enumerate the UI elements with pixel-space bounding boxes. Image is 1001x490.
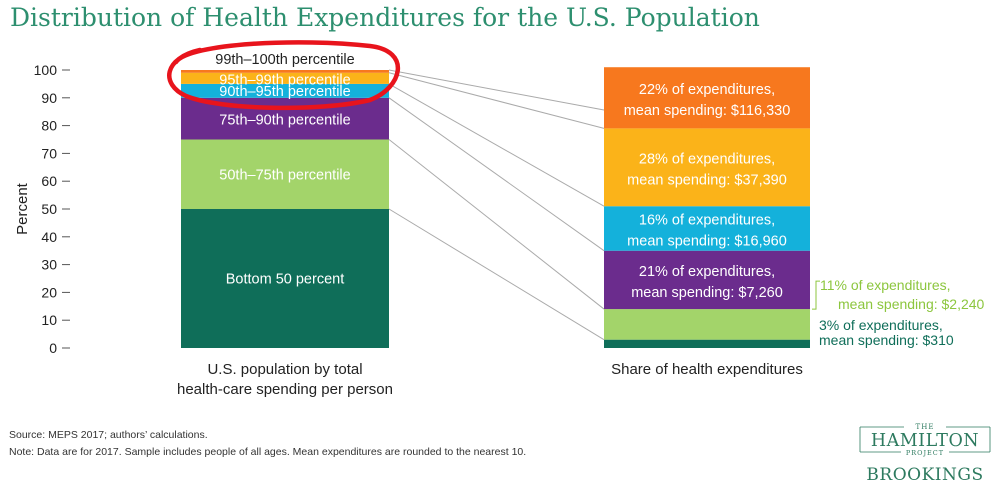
highlight-circle [167,40,401,111]
y-tick-label: 60 [41,173,57,189]
logo-brookings: BROOKINGS [866,465,983,485]
x-axis-categories: U.S. population by total health-care spen… [177,361,803,398]
y-tick-label: 40 [41,229,57,245]
share-outside-label: 3% of expenditures, [819,317,943,333]
share-segment-label: mean spending: $16,960 [627,233,787,249]
share-segment-label: 28% of expenditures, [639,151,775,167]
connector-line [388,139,605,310]
y-tick-label: 50 [41,201,57,217]
chart-title: Distribution of Health Expenditures for … [10,3,760,32]
x-category-label: U.S. population by total [207,361,362,378]
logo-project: PROJECT [906,449,944,457]
x-category-label: Share of health expenditures [611,361,803,378]
share-outside-label: mean spending: $2,240 [838,296,985,312]
share-segment-label: 22% of expenditures, [639,82,775,98]
bar-population-segment [181,209,389,348]
share-outside-label: 11% of expenditures, [820,277,951,293]
bar-population-segment [181,72,389,84]
y-tick-label: 0 [49,340,57,356]
logo-hamilton: HAMILTON [871,431,979,451]
y-tick-label: 100 [34,62,58,78]
bar-population-segment [181,83,389,98]
bar-share-segment [604,309,810,340]
connector-line [388,69,605,111]
callout-bracket [812,280,820,310]
y-axis-label: Percent [14,182,31,235]
connector-line [388,97,605,252]
labels: Bottom 50 percent 50th–75th percentile 75t… [215,52,984,348]
logo-the: THE [916,423,935,431]
y-axis: 0 10 20 30 40 50 60 70 80 90 100 Percent [14,62,70,356]
share-segment-label: mean spending: $116,330 [624,103,791,119]
y-tick-label: 30 [41,257,57,273]
y-tick-label: 20 [41,284,57,300]
population-segment-label: 50th–75th percentile [219,167,350,183]
connector-line [388,72,605,129]
bar-share-segment [604,67,810,129]
x-category-label: health-care spending per person [177,381,393,398]
share-segment-label: mean spending: $37,390 [627,172,787,188]
share-segment-label: 21% of expenditures, [639,264,775,280]
bar-share-segment [604,339,810,348]
bar-population-segment [181,139,389,209]
source-note: Source: MEPS 2017; authors’ calculations… [9,429,208,441]
share-segment-label: 16% of expenditures, [639,212,775,228]
population-segment-label: 75th–90th percentile [219,112,350,128]
connector-line [388,208,605,341]
share-outside-label: mean spending: $310 [819,332,954,348]
bar-share-segment [604,250,810,310]
annotation [167,40,401,111]
connector-lines [388,69,605,341]
bar-population-segment [181,70,389,73]
y-tick-label: 70 [41,145,57,161]
population-segment-label: 90th–95th percentile [219,84,350,100]
bar-share-segment [604,206,810,251]
bar-share-segment [604,128,810,207]
population-segment-label: 99th–100th percentile [215,52,354,68]
bars [181,67,810,348]
y-tick-label: 80 [41,118,57,134]
connector-line [388,83,605,207]
population-segment-label: 95th–99th percentile [219,73,350,89]
hamilton-project-logo: THE HAMILTON PROJECT BROOKINGS [859,423,991,485]
y-tick-label: 90 [41,90,57,106]
share-segment-label: mean spending: $7,260 [631,285,783,301]
data-note: Note: Data are for 2017. Sample includes… [9,446,526,458]
y-tick-label: 10 [41,312,57,328]
population-segment-label: Bottom 50 percent [226,272,345,288]
